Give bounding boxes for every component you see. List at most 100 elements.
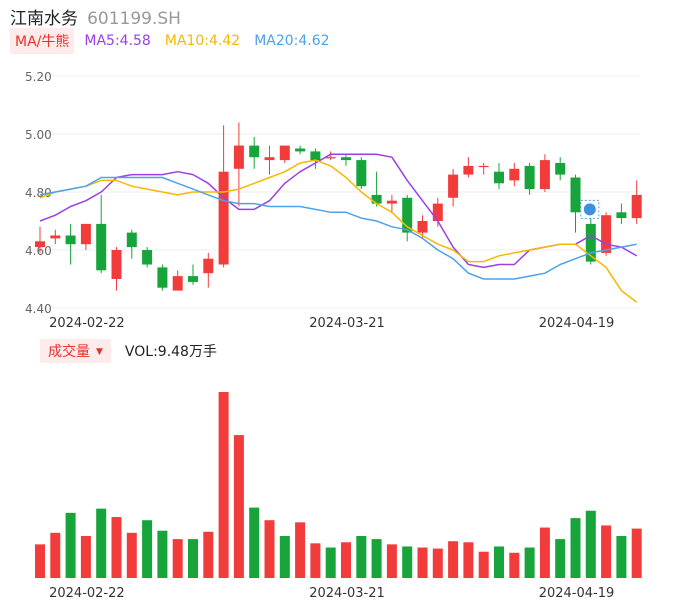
volume-bar bbox=[585, 510, 596, 578]
volume-legend: 成交量 ▼ VOL:9.48万手 bbox=[40, 339, 217, 363]
volume-bar bbox=[631, 528, 642, 578]
volume-bar bbox=[310, 543, 321, 578]
marker-frame bbox=[580, 199, 600, 219]
volume-bar bbox=[463, 542, 474, 578]
volume-bar bbox=[80, 535, 91, 578]
volume-bar bbox=[264, 520, 275, 578]
volume-indicator-label: 成交量 bbox=[48, 344, 90, 360]
x-tick-label: 2024-03-21 bbox=[309, 316, 385, 331]
volume-bar bbox=[509, 552, 520, 578]
volume-bar bbox=[35, 544, 45, 578]
ma10-line bbox=[39, 159, 638, 303]
volume-bar bbox=[279, 535, 290, 578]
ma10-legend: MA10:4.42 bbox=[164, 33, 241, 49]
candle-body bbox=[371, 194, 382, 204]
current-position-marker[interactable] bbox=[580, 199, 600, 219]
x-tick-label: 2024-04-19 bbox=[539, 316, 615, 331]
candle-body bbox=[279, 145, 290, 161]
candle-body bbox=[80, 223, 91, 245]
volume-date-axis: 2024-02-22 2024-03-21 2024-04-19 bbox=[49, 586, 614, 601]
volume-bar bbox=[402, 546, 413, 578]
candle-body bbox=[218, 171, 229, 265]
x-tick-label: 2024-04-19 bbox=[539, 586, 615, 601]
volume-bar bbox=[157, 530, 168, 578]
candle-body bbox=[631, 194, 642, 219]
candle-body bbox=[509, 168, 520, 181]
volume-bar bbox=[524, 547, 535, 578]
candlesticks bbox=[35, 122, 642, 291]
candle-body bbox=[142, 250, 153, 265]
candle-body bbox=[524, 165, 535, 190]
candle-body bbox=[188, 276, 198, 282]
dropdown-caret-icon: ▼ bbox=[96, 347, 103, 357]
volume-bar bbox=[601, 525, 612, 578]
volume-bar bbox=[111, 517, 122, 578]
volume-bar bbox=[142, 520, 153, 578]
candle-body bbox=[432, 203, 443, 221]
volume-bar bbox=[218, 392, 229, 578]
candle-body bbox=[65, 235, 76, 245]
ma-legend: MA/牛熊 MA5:4.58 MA10:4.42 MA20:4.62 bbox=[10, 28, 344, 54]
x-tick-label: 2024-03-21 bbox=[309, 586, 385, 601]
volume-bar bbox=[172, 539, 183, 578]
volume-bar bbox=[555, 539, 566, 578]
candle-body bbox=[111, 250, 122, 279]
volume-bar bbox=[203, 531, 214, 578]
volume-bar bbox=[448, 541, 459, 578]
candle-body bbox=[463, 165, 474, 175]
candle-body bbox=[341, 157, 351, 161]
candle-body bbox=[570, 177, 581, 213]
volume-bar bbox=[494, 546, 504, 578]
volume-bar bbox=[539, 527, 550, 578]
price-date-axis: 2024-02-22 2024-03-21 2024-04-19 bbox=[49, 316, 614, 331]
volume-bar bbox=[570, 518, 581, 578]
candle-body bbox=[555, 163, 566, 175]
candle-body bbox=[356, 160, 367, 187]
candle-body bbox=[233, 145, 244, 169]
candle-body bbox=[386, 200, 397, 204]
y-tick-label: 5.00 bbox=[25, 128, 52, 142]
candle-body bbox=[616, 212, 627, 219]
ma-lines bbox=[39, 153, 638, 303]
y-tick-label: 5.20 bbox=[25, 70, 52, 84]
ma20-legend: MA20:4.62 bbox=[254, 33, 330, 49]
ma-toggle-button[interactable]: MA/牛熊 bbox=[10, 28, 75, 54]
volume-bar bbox=[126, 532, 137, 578]
candle-body bbox=[417, 221, 428, 233]
candle-body bbox=[50, 235, 61, 239]
volume-bar bbox=[356, 535, 367, 578]
volume-bar bbox=[417, 547, 428, 578]
y-tick-label: 4.60 bbox=[25, 244, 52, 258]
candle-body bbox=[310, 151, 321, 161]
candle-body bbox=[157, 267, 168, 288]
candle-body bbox=[539, 160, 550, 190]
candle-body bbox=[585, 223, 596, 262]
x-tick-label: 2024-02-22 bbox=[49, 586, 125, 601]
volume-bars bbox=[35, 392, 642, 578]
volume-bar bbox=[325, 547, 336, 578]
candle-body bbox=[402, 197, 413, 233]
volume-bar bbox=[432, 548, 443, 578]
volume-bar bbox=[96, 508, 107, 578]
candle-body bbox=[96, 223, 107, 271]
volume-value: VOL:9.48万手 bbox=[124, 344, 217, 360]
marker-icon bbox=[583, 203, 596, 216]
candle-body bbox=[264, 157, 275, 161]
candle-body bbox=[249, 145, 260, 158]
candle-body bbox=[325, 157, 336, 159]
volume-bar bbox=[50, 532, 61, 578]
volume-bar bbox=[341, 542, 351, 578]
stock-code: 601199.SH bbox=[87, 9, 181, 29]
ma5-legend: MA5:4.58 bbox=[84, 33, 151, 49]
stock-header: 江南水务 601199.SH bbox=[10, 4, 181, 29]
volume-bar bbox=[295, 522, 306, 578]
volume-indicator-dropdown[interactable]: 成交量 ▼ bbox=[40, 339, 111, 363]
candle-body bbox=[478, 165, 489, 168]
volume-bar bbox=[386, 544, 397, 578]
volume-bar bbox=[188, 539, 198, 578]
x-tick-label: 2024-02-22 bbox=[49, 316, 125, 331]
volume-bar bbox=[371, 539, 382, 578]
candle-body bbox=[448, 174, 459, 198]
candle-body bbox=[203, 258, 214, 274]
